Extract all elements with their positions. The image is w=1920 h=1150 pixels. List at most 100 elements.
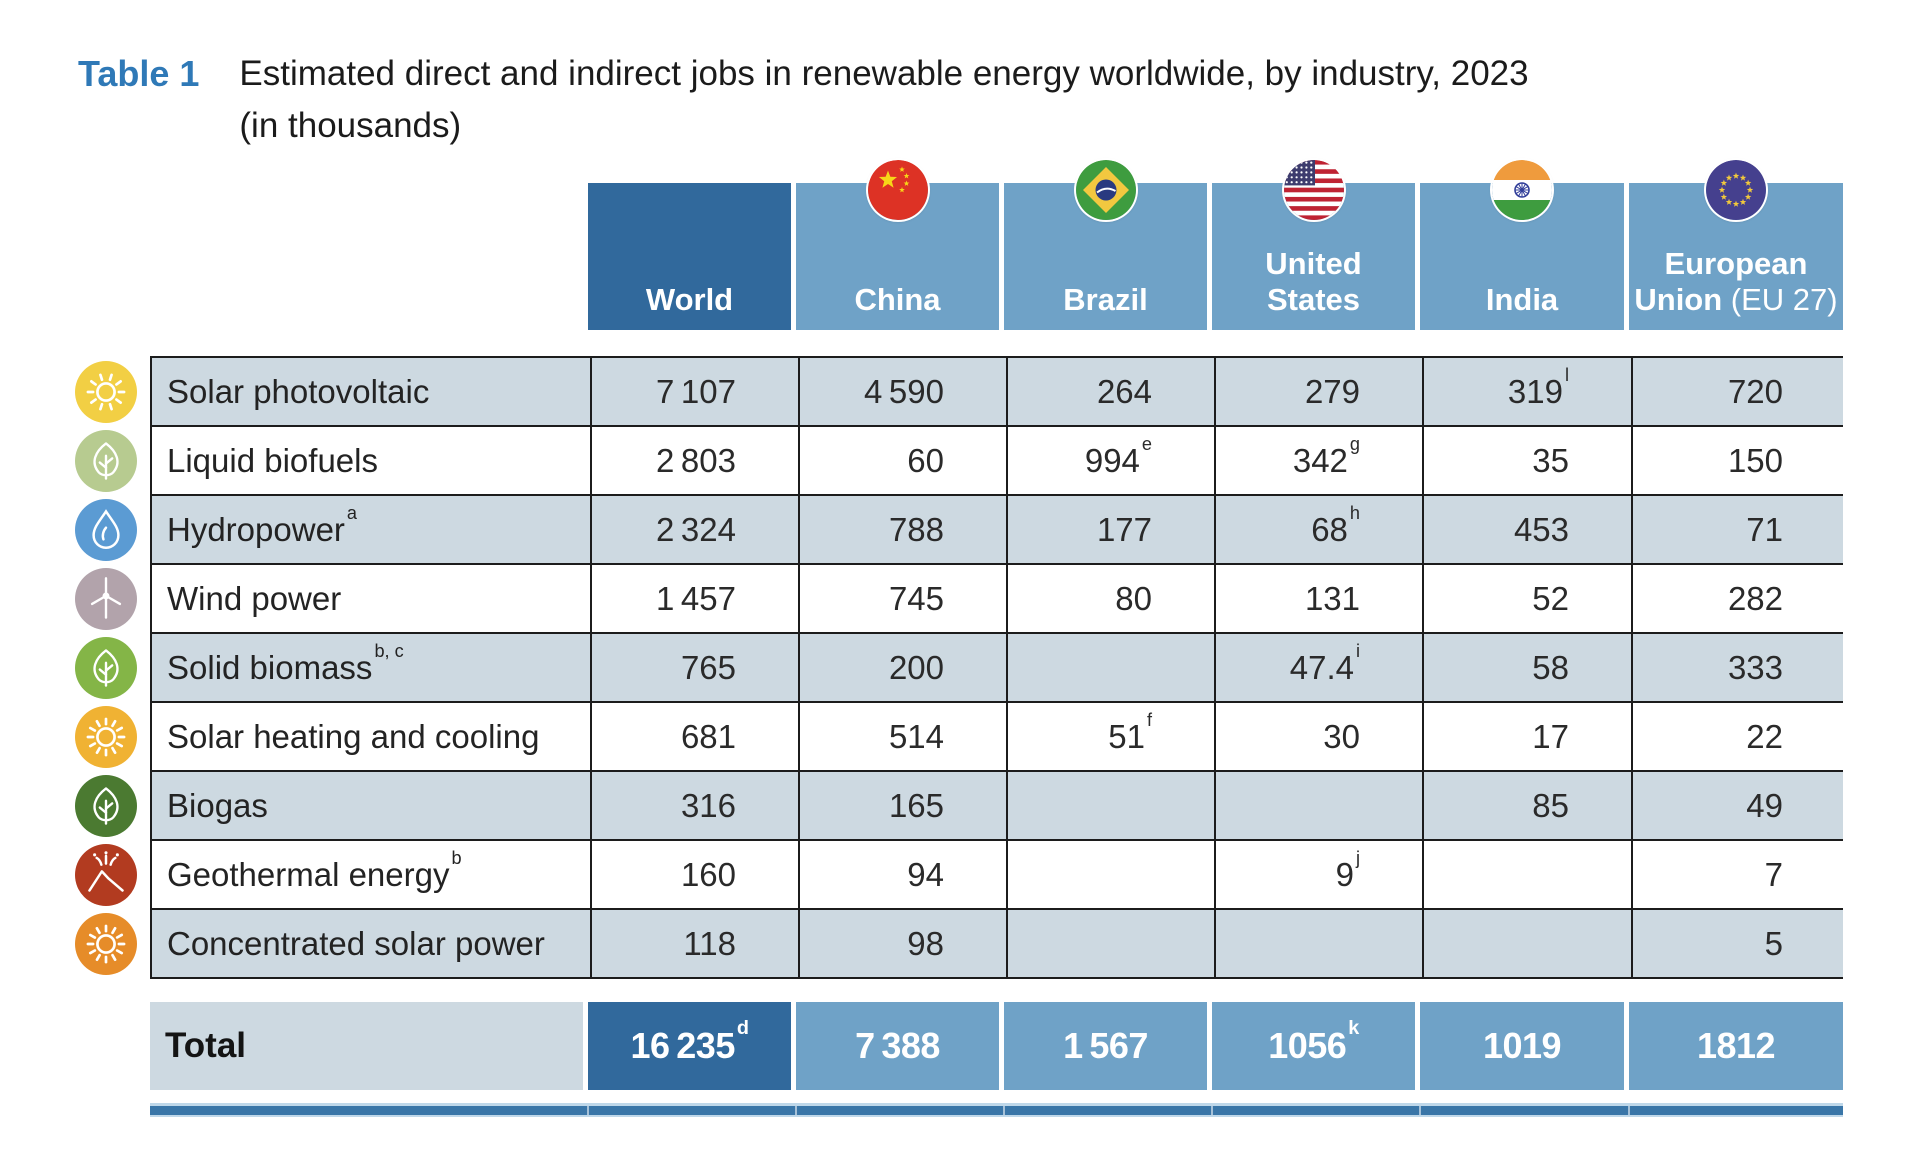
cell-brazil: [1006, 841, 1214, 908]
total-label: Total: [150, 1002, 583, 1090]
col-header-india: India: [1420, 160, 1624, 330]
solar-heating-sun-icon: [75, 705, 137, 768]
footnote-marker: l: [1564, 364, 1569, 385]
concentrated-solar-sun-icon: [75, 912, 137, 975]
footnote-marker: e: [1141, 433, 1152, 454]
cell-brazil: 264: [1006, 358, 1214, 425]
col-header-label-united-states: United States: [1265, 246, 1362, 317]
footnote-marker: d: [736, 1017, 749, 1040]
col-header-china: China: [796, 160, 999, 330]
cell-china: 514: [798, 703, 1006, 770]
footnote-marker: j: [1355, 847, 1360, 868]
row-label: Wind power: [167, 579, 342, 617]
india-flag-icon: [1492, 160, 1552, 220]
cell-india: 319 l: [1422, 358, 1631, 425]
us-flag-icon: [1283, 160, 1344, 220]
table-row: Solid biomass b, c 765 200 47.4 i 58 333: [75, 634, 1845, 703]
footnote-marker: b: [451, 847, 462, 868]
cell-china: 98: [798, 910, 1006, 977]
row-label: Solar heating and cooling: [167, 717, 540, 755]
geothermal-volcano-icon: [75, 843, 137, 906]
cell-world: 160: [590, 841, 798, 908]
total-world: 16 235 d: [588, 1002, 791, 1090]
cell-india: [1422, 910, 1631, 977]
cell-india: 35: [1422, 427, 1631, 494]
table-title: Table 1 Estimated direct and indirect jo…: [78, 48, 1529, 152]
bar-separator: [1211, 1106, 1213, 1115]
cell-world: 118: [590, 910, 798, 977]
footnote-marker: a: [346, 502, 358, 523]
footnote-marker: k: [1348, 1017, 1359, 1040]
cell-united-states: 47.4 i: [1214, 634, 1422, 701]
cell-china: 60: [798, 427, 1006, 494]
table-caption: Estimated direct and indirect jobs in re…: [239, 48, 1528, 152]
footnote-marker: b, c: [374, 640, 404, 661]
cell-united-states: 279: [1214, 358, 1422, 425]
cell-world: 681: [590, 703, 798, 770]
cell-china: 165: [798, 772, 1006, 839]
cell-india: [1422, 841, 1631, 908]
col-header-label-india: India: [1485, 282, 1559, 317]
col-header-label-eu: European Union (EU 27): [1634, 246, 1838, 317]
table-total-row: Total 16 235 d 7 388 1 567 1056 k 1019 181…: [150, 1002, 1843, 1090]
table-row: Concentrated solar power 118 98 5: [75, 910, 1845, 979]
total-united-states: 1056 k: [1212, 1002, 1415, 1090]
cell-eu: 5: [1631, 910, 1845, 977]
bar-separator: [795, 1106, 797, 1115]
caption-line-1: Estimated direct and indirect jobs in re…: [239, 54, 1529, 93]
cell-united-states: 131: [1214, 565, 1422, 632]
cell-china: 745: [798, 565, 1006, 632]
cell-world: 316: [590, 772, 798, 839]
row-label: Liquid biofuels: [167, 441, 378, 479]
cell-china: 94: [798, 841, 1006, 908]
bar-separator: [1628, 1106, 1630, 1115]
india-flag-icon: [1492, 160, 1552, 220]
row-label: Concentrated solar power: [167, 924, 545, 962]
cell-world: 2 324: [590, 496, 798, 563]
cell-india: 17: [1422, 703, 1631, 770]
footnote-marker: f: [1146, 709, 1152, 730]
cell-eu: 71: [1631, 496, 1845, 563]
cell-world: 765: [590, 634, 798, 701]
eu-flag-icon: [1706, 160, 1766, 220]
china-flag-icon: [867, 160, 928, 220]
cell-world: 2 803: [590, 427, 798, 494]
header-spacer: [150, 183, 588, 330]
footnote-marker: h: [1349, 502, 1360, 523]
solid-biomass-leaf-icon: [75, 636, 137, 699]
cell-eu: 282: [1631, 565, 1845, 632]
solar-pv-icon: [75, 360, 137, 423]
cell-united-states: 342 g: [1214, 427, 1422, 494]
cell-india: 52: [1422, 565, 1631, 632]
col-header-world: World: [588, 183, 791, 330]
bar-separator: [1003, 1106, 1005, 1115]
row-label: Biogas: [167, 786, 268, 824]
cell-brazil: [1006, 910, 1214, 977]
eu-flag-icon: [1706, 160, 1766, 220]
cell-eu: 22: [1631, 703, 1845, 770]
cell-india: 58: [1422, 634, 1631, 701]
cell-china: 788: [798, 496, 1006, 563]
col-header-united-states: United States: [1212, 160, 1415, 330]
table-body: Solar photovoltaic 7 107 4 590 264 279 3…: [75, 356, 1845, 979]
cell-world: 1 457: [590, 565, 798, 632]
cell-united-states: 68 h: [1214, 496, 1422, 563]
total-india: 1019: [1420, 1002, 1624, 1090]
table-row: Biogas 316 165 85 49: [75, 772, 1843, 841]
china-flag-icon: [867, 160, 928, 220]
table-row: Solar photovoltaic 7 107 4 590 264 279 3…: [75, 358, 1843, 427]
row-label: Solid biomass b, c: [167, 640, 404, 686]
caption-line-2: (in thousands): [239, 106, 462, 145]
cell-eu: 7: [1631, 841, 1845, 908]
footnote-marker: g: [1349, 433, 1360, 454]
bar-separator: [587, 1106, 589, 1115]
cell-brazil: 994 e: [1006, 427, 1214, 494]
col-header-label-china: China: [854, 282, 941, 317]
cell-eu: 333: [1631, 634, 1845, 701]
cell-eu: 150: [1631, 427, 1845, 494]
cell-china: 4 590: [798, 358, 1006, 425]
col-header-brazil: Brazil: [1004, 160, 1207, 330]
